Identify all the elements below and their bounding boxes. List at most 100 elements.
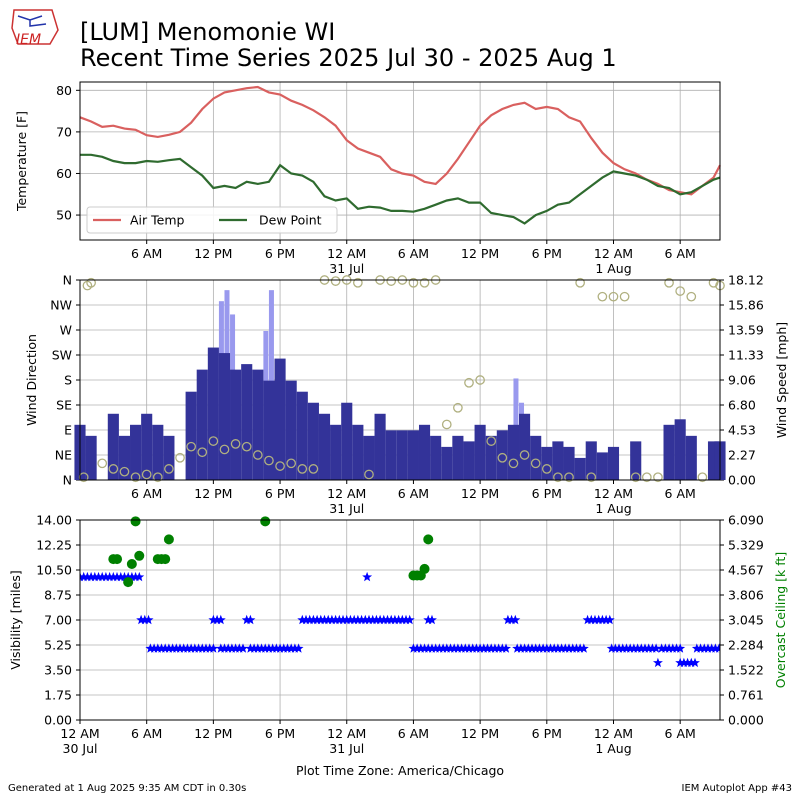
- ceiling-axis-label: Overcast Ceiling [k ft]: [773, 552, 788, 688]
- visibility-point: [690, 657, 700, 668]
- visibility-point: [464, 643, 474, 653]
- y2-tick-label: 18.12: [728, 273, 764, 288]
- wind-direction-point: [152, 472, 163, 483]
- visibility-series: [80, 571, 720, 668]
- visibility-point: [197, 643, 208, 653]
- x-tick-label: 6 AM: [398, 486, 429, 501]
- wind-direction-point: [486, 436, 497, 446]
- wind-speed-bar: [296, 391, 308, 480]
- y2-tick-label: 6.80: [728, 398, 756, 413]
- wind-direction-point: [252, 450, 263, 460]
- visibility-point: [164, 643, 174, 653]
- visibility-point: [640, 643, 650, 653]
- visibility-point: [356, 614, 367, 625]
- ceiling-point: [419, 563, 430, 574]
- y-tick-label: W: [60, 323, 72, 338]
- wind-speed-bar: [307, 402, 319, 480]
- visibility-point: [512, 643, 523, 653]
- visibility-point: [136, 614, 147, 625]
- wind-direction-point: [130, 472, 141, 483]
- x-tick-label: 6 AM: [398, 246, 429, 261]
- visibility-point: [475, 643, 486, 653]
- visibility-point: [178, 643, 189, 653]
- ceiling-point: [163, 534, 174, 545]
- dew-point-line: [80, 153, 721, 225]
- wind-direction-point: [108, 464, 119, 474]
- wind-direction-point: [519, 450, 530, 460]
- visibility-point: [534, 643, 545, 653]
- wind-direction-point: [641, 472, 652, 483]
- wind-speed-bar: [152, 424, 164, 480]
- x-tick-sublabel: 31 Jul: [329, 261, 364, 276]
- x-tick-sublabel: 1 Aug: [595, 741, 631, 756]
- x-tick-label: 12 PM: [194, 246, 232, 261]
- visibility-point: [423, 643, 434, 653]
- visibility-point: [308, 614, 319, 625]
- visibility-point: [651, 643, 661, 653]
- wind-speed-bar: [330, 424, 342, 480]
- visibility-point: [301, 614, 311, 625]
- visibility-point: [378, 614, 389, 625]
- visibility-point: [567, 643, 578, 653]
- visibility-point: [606, 643, 617, 653]
- x-tick-label: 6 PM: [532, 726, 562, 741]
- wind-direction-point: [664, 277, 674, 288]
- visibility-point: [130, 571, 141, 582]
- visibility-point: [493, 643, 504, 653]
- wind-speed-bar: [285, 380, 297, 480]
- wind-speed-bar: [263, 380, 275, 480]
- wind-direction-point: [164, 464, 174, 474]
- wind-speed-bar: [541, 446, 553, 480]
- visibility-point: [478, 643, 489, 653]
- x-tick-label: 6 AM: [131, 486, 162, 501]
- wind-direction-point: [653, 472, 663, 483]
- visibility-point: [714, 643, 720, 653]
- visibility-point: [682, 657, 693, 668]
- visibility-point: [104, 571, 115, 582]
- y2-tick-label: 11.33: [728, 348, 764, 363]
- y2-tick-label: 15.86: [728, 298, 764, 313]
- x-tick-label: 6 PM: [532, 486, 562, 501]
- visibility-point: [647, 643, 658, 653]
- visibility-point: [643, 643, 654, 653]
- visibility-point: [375, 614, 385, 625]
- visibility-point: [601, 614, 611, 625]
- y2-tick-label: 4.567: [728, 563, 764, 578]
- temperature-legend: Air Temp Dew Point: [86, 206, 338, 234]
- wind-direction-point: [264, 455, 274, 466]
- visibility-point: [667, 643, 678, 653]
- visibility-point: [438, 643, 448, 653]
- visibility-point: [330, 614, 341, 625]
- y-tick-label: 80: [56, 83, 72, 98]
- visibility-point: [578, 643, 589, 653]
- visibility-point: [271, 643, 282, 653]
- wind-direction-point: [441, 419, 452, 430]
- wind-speed-bar: [418, 424, 431, 480]
- footer-app-id: IEM Autoplot App #43: [681, 783, 792, 794]
- visibility-point: [656, 643, 667, 653]
- visibility-point: [445, 643, 456, 653]
- y-tick-label: N: [63, 473, 72, 488]
- x-tick-label: 12 PM: [194, 486, 232, 501]
- visibility-point: [486, 643, 497, 653]
- visibility-point: [419, 643, 430, 653]
- wind-direction-point: [286, 458, 297, 469]
- visibility-point: [108, 571, 119, 582]
- visibility-point: [482, 643, 493, 653]
- x-axis-label: Plot Time Zone: America/Chicago: [296, 763, 504, 778]
- x-tick-sublabel: 1 Aug: [595, 501, 631, 516]
- wind-direction-point: [508, 458, 519, 469]
- y-tick-label: 12.25: [36, 538, 72, 553]
- wind-speed-bar: [230, 369, 242, 480]
- visibility-point: [267, 643, 278, 653]
- visibility-point: [664, 643, 674, 653]
- visibility-point: [695, 643, 706, 653]
- visibility-point: [349, 614, 360, 625]
- wind-direction-point: [575, 277, 585, 288]
- y-tick-label: 60: [56, 166, 72, 181]
- wind-speed-bar: [363, 435, 375, 480]
- wind-speed-bar: [496, 430, 508, 480]
- wind-direction-point: [586, 472, 597, 483]
- visibility-point: [452, 643, 463, 653]
- y-tick-label: 14.00: [36, 513, 72, 528]
